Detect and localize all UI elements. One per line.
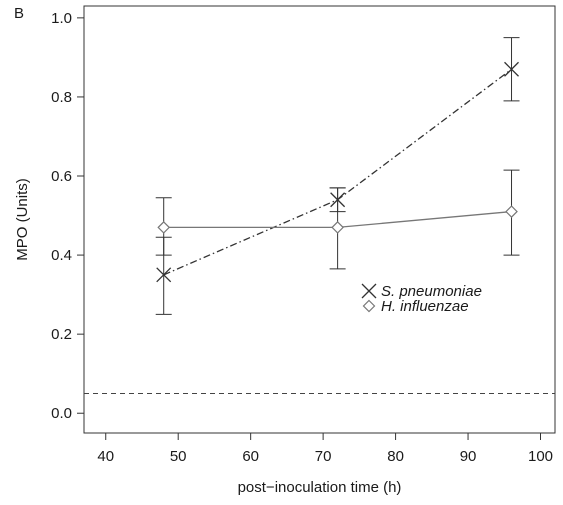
y-tick-label: 0.6 bbox=[51, 168, 72, 185]
x-tick-label: 40 bbox=[97, 448, 114, 465]
legend-marker bbox=[361, 283, 377, 299]
y-axis: 0.0 0.2 0.4 0.6 0.8 1.0 bbox=[51, 10, 84, 422]
y-axis-title: MPO (Units) bbox=[14, 178, 31, 261]
x-tick-label: 100 bbox=[528, 448, 553, 465]
y-tick-label: 1.0 bbox=[51, 10, 72, 27]
series-layer bbox=[155, 37, 520, 315]
data-point bbox=[504, 61, 519, 77]
data-point bbox=[156, 267, 172, 283]
data-point bbox=[505, 205, 518, 218]
panel-label: B bbox=[14, 5, 24, 22]
x-axis: 40 50 60 70 80 90 100 bbox=[97, 433, 553, 465]
series-1 bbox=[155, 37, 520, 315]
data-point bbox=[331, 221, 344, 234]
x-tick-label: 60 bbox=[242, 448, 259, 465]
x-tick-label: 90 bbox=[460, 448, 477, 465]
x-tick-label: 70 bbox=[315, 448, 332, 465]
x-tick-label: 50 bbox=[170, 448, 187, 465]
legend-label: S. pneumoniae bbox=[381, 283, 482, 300]
x-tick-label: 80 bbox=[387, 448, 404, 465]
legend-marker bbox=[362, 299, 376, 313]
legend-label: H. influenzae bbox=[381, 298, 469, 315]
y-tick-label: 0.0 bbox=[51, 405, 72, 422]
y-tick-label: 0.4 bbox=[51, 247, 72, 264]
y-tick-label: 0.8 bbox=[51, 89, 72, 106]
plot-frame bbox=[83, 5, 556, 434]
y-tick-label: 0.2 bbox=[51, 326, 72, 343]
x-axis-title: post−inoculation time (h) bbox=[238, 479, 402, 496]
data-point bbox=[157, 221, 171, 234]
series-2 bbox=[155, 169, 520, 270]
